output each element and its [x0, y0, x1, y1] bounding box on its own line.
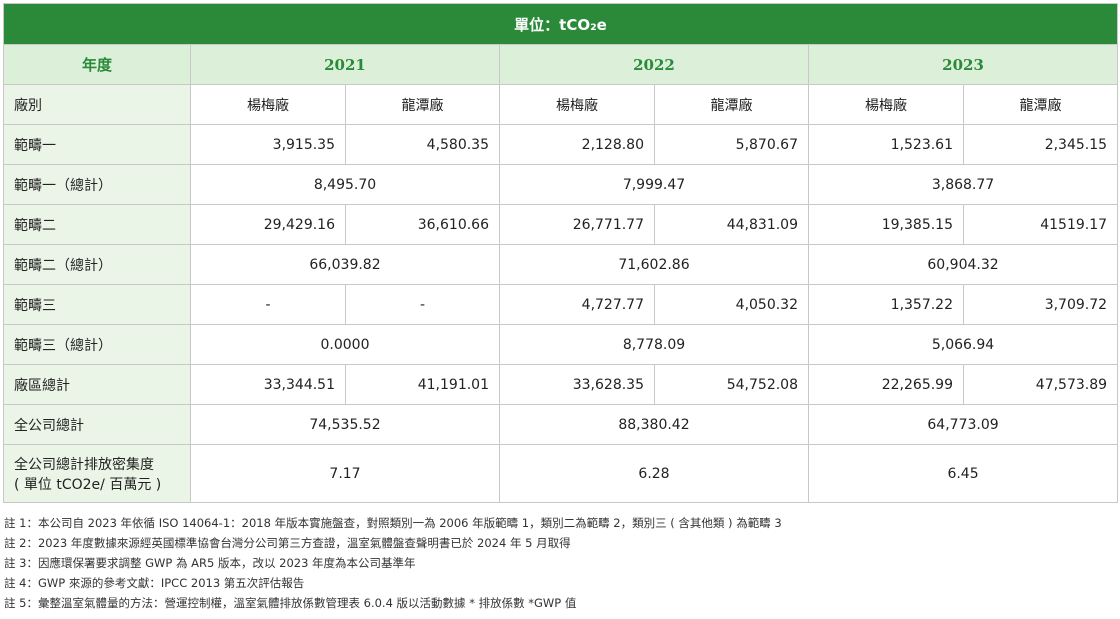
- total-cell: 5,066.94: [807, 324, 1119, 365]
- total-cell: 0.0000: [190, 324, 500, 365]
- total-cell: 74,535.52: [190, 404, 500, 445]
- footnote-5: 註 5：彙整溫室氣體量的方法：營運控制權，溫室氣體排放係數管理表 6.0.4 版…: [4, 596, 577, 610]
- value-cell: 1,357.22: [808, 284, 964, 325]
- value-cell: 47,573.89: [962, 364, 1119, 405]
- footnote-1: 註 1：本公司自 2023 年依循 ISO 14064-1：2018 年版本實施…: [4, 516, 782, 530]
- plant-cell: 龍潭廠: [654, 84, 809, 125]
- value-cell: 19,385.15: [808, 204, 964, 245]
- intensity-cell: 7.17: [190, 444, 500, 503]
- value-cell: 2,345.15: [962, 124, 1119, 165]
- value-cell: 44,831.09: [654, 204, 809, 245]
- total-cell: 8,495.70: [190, 164, 500, 205]
- row-label: 範疇一（總計）: [3, 164, 191, 205]
- row-label: 範疇三（總計）: [3, 324, 191, 365]
- row-label: 全公司總計: [3, 404, 191, 445]
- footnotes: 註 1：本公司自 2023 年依循 ISO 14064-1：2018 年版本實施…: [4, 513, 1114, 613]
- value-cell: 41,191.01: [345, 364, 500, 405]
- footnote-2: 註 2：2023 年度數據來源經英國標準協會台灣分公司第三方查證，溫室氣體盤查聲…: [4, 536, 571, 550]
- total-cell: 71,602.86: [499, 244, 809, 285]
- value-cell: -: [345, 284, 500, 325]
- value-cell: 41519.17: [962, 204, 1119, 245]
- emissions-table: 單位：tCO₂e 年度 2021 2022 2023 廠別 楊梅廠 龍潭廠 楊梅…: [2, 3, 1119, 503]
- site-total-row: 廠區總計 33,344.51 41,191.01 33,628.35 54,75…: [3, 364, 1119, 405]
- year-label: 年度: [3, 44, 191, 85]
- company-total-row: 全公司總計 74,535.52 88,380.42 64,773.09: [3, 404, 1119, 445]
- footnote-3: 註 3：因應環保署要求調整 GWP 為 AR5 版本，改以 2023 年度為本公…: [4, 556, 416, 570]
- value-cell: -: [190, 284, 346, 325]
- total-cell: 60,904.32: [807, 244, 1119, 285]
- scope3-row: 範疇三 - - 4,727.77 4,050.32 1,357.22 3,709…: [3, 284, 1119, 325]
- total-cell: 88,380.42: [499, 404, 809, 445]
- row-label: 範疇二: [3, 204, 191, 245]
- unit-header: 單位：tCO₂e: [2, 3, 1119, 45]
- value-cell: 26,771.77: [499, 204, 655, 245]
- total-cell: 66,039.82: [190, 244, 500, 285]
- total-cell: 64,773.09: [807, 404, 1119, 445]
- scope2-total-row: 範疇二（總計） 66,039.82 71,602.86 60,904.32: [3, 244, 1119, 285]
- value-cell: 3,709.72: [962, 284, 1119, 325]
- plant-label: 廠別: [3, 84, 191, 125]
- scope2-row: 範疇二 29,429.16 36,610.66 26,771.77 44,831…: [3, 204, 1119, 245]
- year-2022: 2022: [499, 44, 809, 85]
- total-cell: 8,778.09: [499, 324, 809, 365]
- intensity-row: 全公司總計排放密集度 ( 單位 tCO2e/ 百萬元 ) 7.17 6.28 6…: [3, 444, 1119, 503]
- value-cell: 54,752.08: [654, 364, 809, 405]
- value-cell: 4,580.35: [345, 124, 500, 165]
- intensity-label-line1: 全公司總計排放密集度: [14, 456, 154, 473]
- total-cell: 7,999.47: [499, 164, 809, 205]
- intensity-label-line2: ( 單位 tCO2e/ 百萬元 ): [14, 476, 162, 493]
- scope1-row: 範疇一 3,915.35 4,580.35 2,128.80 5,870.67 …: [3, 124, 1119, 165]
- value-cell: 29,429.16: [190, 204, 346, 245]
- value-cell: 1,523.61: [808, 124, 964, 165]
- footnote-4: 註 4：GWP 來源的參考文獻：IPCC 2013 第五次評估報告: [4, 576, 305, 590]
- total-cell: 3,868.77: [807, 164, 1119, 205]
- value-cell: 3,915.35: [190, 124, 346, 165]
- value-cell: 4,727.77: [499, 284, 655, 325]
- plant-cell: 楊梅廠: [808, 84, 964, 125]
- value-cell: 36,610.66: [345, 204, 500, 245]
- value-cell: 33,628.35: [499, 364, 655, 405]
- row-label: 範疇一: [3, 124, 191, 165]
- intensity-cell: 6.45: [807, 444, 1119, 503]
- scope3-total-row: 範疇三（總計） 0.0000 8,778.09 5,066.94: [3, 324, 1119, 365]
- plant-row: 廠別 楊梅廠 龍潭廠 楊梅廠 龍潭廠 楊梅廠 龍潭廠: [3, 84, 1119, 125]
- intensity-label: 全公司總計排放密集度 ( 單位 tCO2e/ 百萬元 ): [3, 444, 191, 503]
- plant-cell: 龍潭廠: [962, 84, 1119, 125]
- plant-cell: 楊梅廠: [190, 84, 346, 125]
- year-2023: 2023: [807, 44, 1119, 85]
- year-header-row: 年度 2021 2022 2023: [3, 44, 1119, 85]
- year-2021: 2021: [190, 44, 500, 85]
- plant-cell: 楊梅廠: [499, 84, 655, 125]
- value-cell: 2,128.80: [499, 124, 655, 165]
- value-cell: 4,050.32: [654, 284, 809, 325]
- row-label: 範疇三: [3, 284, 191, 325]
- value-cell: 5,870.67: [654, 124, 809, 165]
- plant-cell: 龍潭廠: [345, 84, 500, 125]
- scope1-total-row: 範疇一（總計） 8,495.70 7,999.47 3,868.77: [3, 164, 1119, 205]
- row-label: 範疇二（總計）: [3, 244, 191, 285]
- unit-header-row: 單位：tCO₂e: [2, 3, 1119, 45]
- row-label: 廠區總計: [3, 364, 191, 405]
- intensity-cell: 6.28: [499, 444, 809, 503]
- value-cell: 22,265.99: [808, 364, 964, 405]
- value-cell: 33,344.51: [190, 364, 346, 405]
